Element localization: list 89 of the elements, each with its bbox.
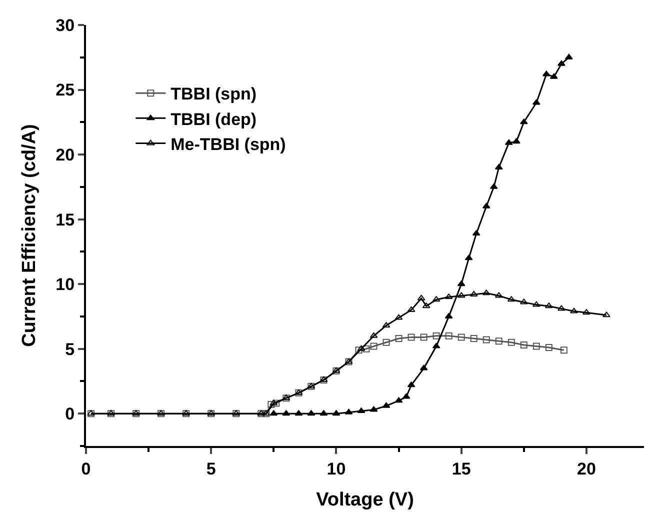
point bbox=[545, 344, 552, 352]
point bbox=[520, 118, 528, 124]
point bbox=[382, 322, 390, 328]
x-tick-label: 20 bbox=[576, 459, 596, 478]
point bbox=[570, 308, 578, 314]
point bbox=[532, 301, 540, 307]
point bbox=[472, 230, 480, 236]
point bbox=[504, 139, 513, 145]
x-tick-label: 15 bbox=[452, 459, 471, 478]
y-tick-label: 10 bbox=[56, 275, 75, 294]
point bbox=[557, 305, 566, 311]
point bbox=[357, 408, 366, 414]
point bbox=[370, 332, 378, 338]
point bbox=[482, 290, 490, 296]
point bbox=[490, 183, 498, 189]
point bbox=[270, 410, 278, 416]
legend-label: TBBI (dep) bbox=[170, 110, 257, 129]
x-tick-label: 0 bbox=[81, 459, 91, 478]
point bbox=[444, 312, 453, 318]
point bbox=[560, 346, 568, 354]
point bbox=[407, 382, 416, 388]
point bbox=[470, 290, 478, 296]
point bbox=[382, 338, 390, 346]
point bbox=[512, 138, 520, 144]
point bbox=[320, 410, 328, 416]
point bbox=[272, 400, 280, 407]
point bbox=[520, 341, 528, 348]
point bbox=[457, 280, 466, 286]
point bbox=[344, 408, 353, 414]
y-tick-label: 25 bbox=[56, 80, 75, 100]
point bbox=[408, 334, 415, 341]
point bbox=[422, 302, 430, 308]
point bbox=[544, 302, 553, 308]
point bbox=[444, 294, 453, 300]
point bbox=[457, 292, 466, 298]
y-tick-label: 5 bbox=[65, 340, 75, 359]
x-tick-label: 5 bbox=[206, 459, 216, 478]
point bbox=[417, 294, 426, 300]
point bbox=[557, 60, 566, 66]
point bbox=[270, 400, 278, 406]
legend-label: Me-TBBI (spn) bbox=[170, 134, 286, 154]
point bbox=[432, 296, 440, 302]
point bbox=[402, 393, 410, 399]
y-axis-title: Current Efficiency (cd/A) bbox=[19, 124, 40, 347]
point bbox=[394, 397, 403, 403]
y-tick-label: 20 bbox=[56, 145, 75, 164]
point bbox=[582, 309, 590, 315]
point bbox=[420, 364, 428, 370]
point bbox=[494, 292, 503, 298]
point bbox=[432, 332, 440, 340]
point bbox=[470, 334, 478, 342]
x-tick-label: 10 bbox=[326, 459, 346, 478]
point bbox=[268, 401, 275, 408]
point bbox=[407, 306, 416, 312]
point bbox=[357, 345, 366, 351]
point bbox=[495, 338, 502, 345]
point bbox=[458, 334, 465, 341]
point bbox=[564, 54, 573, 60]
point bbox=[362, 345, 370, 352]
y-tick-label: 30 bbox=[56, 16, 75, 35]
point bbox=[395, 334, 402, 342]
point bbox=[382, 402, 390, 408]
legend-label: TBBI (spn) bbox=[170, 84, 257, 104]
x-axis-title: Voltage (V) bbox=[316, 490, 414, 511]
point bbox=[482, 336, 490, 344]
point bbox=[394, 314, 403, 320]
point bbox=[494, 164, 503, 170]
point bbox=[332, 410, 340, 416]
point bbox=[370, 342, 378, 350]
point bbox=[464, 254, 473, 260]
point bbox=[542, 70, 550, 76]
point bbox=[432, 342, 440, 348]
y-tick-label: 0 bbox=[65, 404, 75, 424]
y-tick-label: 15 bbox=[56, 210, 75, 230]
point bbox=[307, 410, 316, 416]
point bbox=[445, 332, 452, 340]
point bbox=[532, 342, 540, 350]
point bbox=[550, 73, 558, 79]
point bbox=[420, 334, 428, 341]
point bbox=[602, 312, 610, 318]
point bbox=[520, 298, 528, 304]
point bbox=[370, 406, 378, 412]
point bbox=[532, 99, 540, 105]
point bbox=[508, 338, 515, 346]
point bbox=[294, 410, 303, 416]
point bbox=[355, 346, 362, 354]
point bbox=[507, 296, 516, 302]
point bbox=[282, 410, 290, 416]
point bbox=[482, 202, 490, 208]
